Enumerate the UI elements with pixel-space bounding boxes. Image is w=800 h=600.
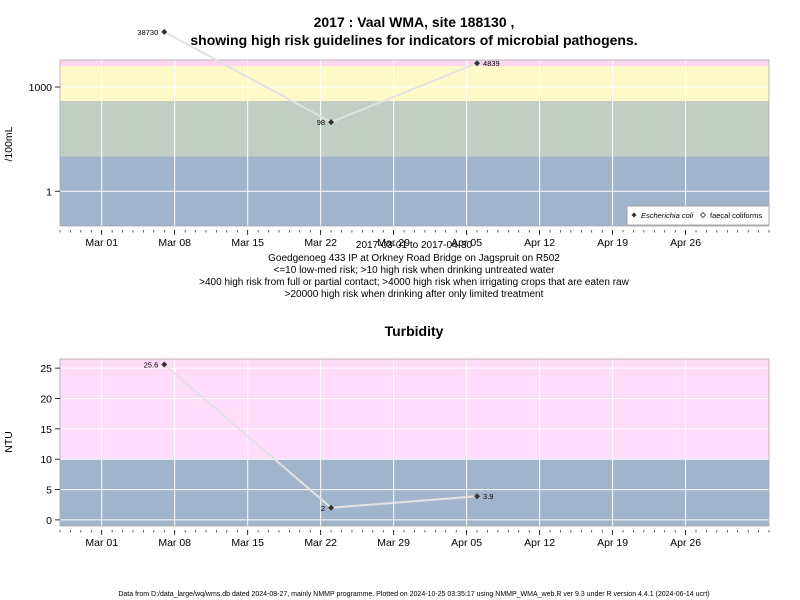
chart1-x-tick-label-1: Mar 08	[158, 237, 191, 249]
chart1-point-label-2: 4839	[483, 59, 500, 68]
chart1-point-2	[474, 60, 481, 67]
chart2-x-tick-label-8: Apr 26	[670, 537, 701, 549]
chart2-point-label-1: 2	[321, 504, 325, 513]
chart1-caption-line5: >20000 high risk when drinking after onl…	[285, 289, 544, 300]
legend-ecoli-label: Escherichia coli	[641, 211, 693, 220]
chart2-x-tick-label-3: Mar 22	[304, 537, 337, 549]
chart1-y-axis-label: /100mL	[3, 126, 15, 161]
chart2-x-tick-label-4: Mar 29	[377, 537, 410, 549]
chart1-y-tick-label-1: 1000	[29, 82, 53, 94]
chart2-y-tick-label-2: 10	[40, 454, 52, 466]
chart2-x-tick-label-0: Mar 01	[85, 537, 118, 549]
chart2-frame	[59, 358, 770, 527]
chart1-point-label-0: 38730	[137, 28, 158, 37]
chart2-point-label-2: 3.9	[483, 492, 493, 501]
chart2-x-tick-label-1: Mar 08	[158, 537, 191, 549]
chart1-caption-line1: 2017-03-01 to 2017-04-30	[356, 240, 473, 251]
chart2-band-0	[60, 459, 769, 526]
chart1-point-1	[328, 119, 335, 126]
chart1-caption-line4: >400 high risk from full or partial cont…	[199, 277, 629, 288]
chart2-x-tick-label-6: Apr 12	[524, 537, 555, 549]
chart2-y-tick-label-5: 25	[40, 363, 52, 375]
chart2-y-tick-label-3: 15	[40, 424, 52, 436]
chart1-plot-area: Mar 01 Mar 08 Mar 15 Mar 22 Mar 29 Apr 05 Apr …	[29, 28, 770, 249]
chart2-title: Turbidity	[385, 323, 444, 339]
chart2-y-tick-label-4: 20	[40, 393, 52, 405]
chart1-x-tick-label-2: Mar 15	[231, 237, 264, 249]
chart1-x-tick-label-7: Apr 19	[597, 237, 628, 249]
legend-faecal-marker	[699, 211, 707, 219]
chart2-point-1	[328, 504, 335, 511]
chart1-x-tick-label-5: Apr 05	[451, 237, 482, 249]
chart1-title-line1: 2017 : Vaal WMA, site 188130 ,	[314, 14, 515, 30]
chart2-x-tick-label-7: Apr 19	[597, 537, 628, 549]
chart2-x-tick-label-5: Apr 05	[451, 537, 482, 549]
chart1-x-tick-label-4: Mar 29	[377, 237, 410, 249]
chart1-x-tick-label-6: Apr 12	[524, 237, 555, 249]
chart1-y-tick-label-0: 1	[46, 186, 52, 198]
legend-ecoli-marker	[631, 212, 637, 218]
chart1-band-2	[60, 66, 769, 101]
chart2-band-1	[60, 359, 769, 460]
chart1-caption-line2: Goedgenoeg 433 IP at Orkney Road Bridge …	[268, 253, 560, 264]
chart2-plot-area: Mar 01 Mar 08 Mar 15 Mar 22 Mar 29 Apr 05 Apr …	[40, 358, 770, 549]
chart1-band-3	[60, 60, 769, 67]
chart1-frame	[59, 59, 770, 227]
chart1-point-label-1: 98	[317, 118, 325, 127]
chart2-x-tick-label-2: Mar 15	[231, 537, 264, 549]
legend-faecal-label: faecal coliforms	[710, 211, 762, 220]
chart1-x-tick-label-8: Apr 26	[670, 237, 701, 249]
chart2-point-label-0: 25.6	[144, 360, 159, 369]
chart2-y-tick-label-1: 5	[46, 485, 52, 497]
chart2-y-tick-label-0: 0	[46, 515, 52, 527]
chart2-point-2	[474, 493, 481, 500]
chart1-title-line2: showing high risk guidelines for indicat…	[190, 32, 637, 48]
chart1-x-tick-label-3: Mar 22	[304, 237, 337, 249]
footer-note: Data from D:/data_large/wq/wms.db dated …	[118, 591, 709, 598]
chart2-point-0	[161, 361, 168, 368]
chart1-legend: Escherichia coli faecal coliforms	[626, 205, 770, 226]
chart1-point-0	[161, 28, 168, 35]
chart1-band-1	[60, 100, 769, 157]
chart1-top-band-1	[60, 60, 769, 63]
chart2-y-axis-label: NTU	[3, 431, 15, 453]
chart1-caption-line3: <=10 low-med risk; >10 high risk when dr…	[274, 265, 556, 276]
chart1-x-tick-label-0: Mar 01	[85, 237, 118, 249]
